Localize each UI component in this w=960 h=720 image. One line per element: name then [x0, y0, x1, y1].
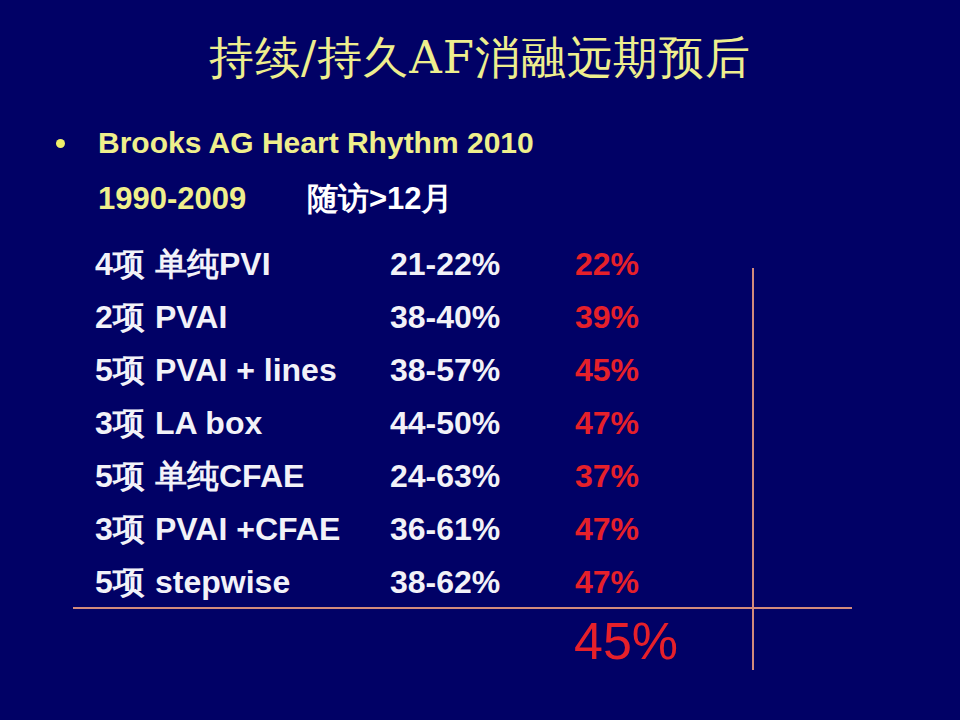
success-range: 24-63%	[390, 458, 575, 495]
pooled-result: 22%	[575, 246, 960, 283]
bullet-line: Brooks AG Heart Rhythm 2010	[56, 126, 534, 160]
presentation-slide: 持续/持久AF消融远期预后 Brooks AG Heart Rhythm 201…	[0, 0, 960, 720]
pooled-result: 47%	[575, 564, 960, 601]
study-count: 3项	[95, 402, 155, 446]
slide-title: 持续/持久AF消融远期预后	[0, 32, 960, 84]
treatment-label: PVAI + lines	[155, 352, 390, 389]
treatment-label: PVAI	[155, 299, 390, 336]
table-row: 3项 PVAI +CFAE 36-61% 47%	[0, 503, 960, 556]
success-range: 38-57%	[390, 352, 575, 389]
success-range: 44-50%	[390, 405, 575, 442]
study-count: 4项	[95, 243, 155, 287]
pooled-result: 39%	[575, 299, 960, 336]
table-row: 5项 stepwise 38-62% 47%	[0, 556, 960, 609]
success-range: 36-61%	[390, 511, 575, 548]
pooled-result: 47%	[575, 405, 960, 442]
study-count: 3项	[95, 508, 155, 552]
treatment-label: PVAI +CFAE	[155, 511, 390, 548]
table-row: 2项 PVAI 38-40% 39%	[0, 291, 960, 344]
study-count: 5项	[95, 455, 155, 499]
study-count: 5项	[95, 561, 155, 605]
success-range: 38-40%	[390, 299, 575, 336]
treatment-label: stepwise	[155, 564, 390, 601]
overall-success-highlight: 45%	[574, 611, 678, 671]
table-row: 3项 LA box 44-50% 47%	[0, 397, 960, 450]
vertical-divider-line	[752, 268, 754, 670]
study-period-line: 1990-2009 随访>12月	[98, 178, 452, 220]
pooled-result: 47%	[575, 511, 960, 548]
horizontal-divider-line	[73, 607, 852, 609]
treatment-label: 单纯PVI	[155, 243, 390, 287]
followup-duration: 随访>12月	[307, 181, 453, 216]
results-table: 4项 单纯PVI 21-22% 22% 2项 PVAI 38-40% 39% 5…	[0, 238, 960, 609]
success-range: 21-22%	[390, 246, 575, 283]
table-row: 4项 单纯PVI 21-22% 22%	[0, 238, 960, 291]
study-count: 2项	[95, 296, 155, 340]
table-row: 5项 PVAI + lines 38-57% 45%	[0, 344, 960, 397]
table-row: 5项 单纯CFAE 24-63% 37%	[0, 450, 960, 503]
study-period: 1990-2009	[98, 181, 246, 216]
pooled-result: 37%	[575, 458, 960, 495]
reference-text: Brooks AG Heart Rhythm 2010	[98, 126, 534, 160]
pooled-result: 45%	[575, 352, 960, 389]
study-count: 5项	[95, 349, 155, 393]
bullet-icon	[56, 139, 65, 148]
success-range: 38-62%	[390, 564, 575, 601]
treatment-label: LA box	[155, 405, 390, 442]
treatment-label: 单纯CFAE	[155, 455, 390, 499]
